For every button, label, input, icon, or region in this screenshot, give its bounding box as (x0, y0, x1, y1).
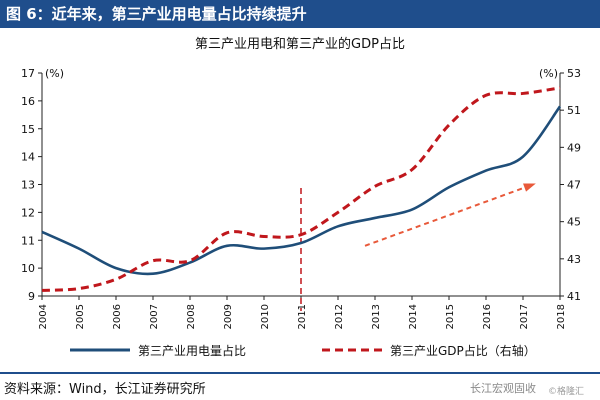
x-tick-label: 2016 (482, 304, 493, 329)
x-tick-label: 2014 (408, 304, 419, 329)
x-tick-label: 2005 (75, 304, 86, 329)
right-tick-label: 41 (567, 290, 581, 303)
chart-title: 第三产业用电和第三产业的GDP占比 (195, 36, 405, 52)
footer: 资料来源：Wind，长江证券研究所 长江宏观固收 ©格隆汇 (0, 372, 600, 400)
left-tick-label: 16 (21, 95, 35, 108)
legend-label-0: 第三产业用电量占比 (138, 343, 246, 358)
left-tick-label: 14 (21, 151, 35, 164)
x-tick-label: 2015 (445, 304, 456, 329)
watermark-sub: ©格隆汇 (548, 387, 585, 397)
right-tick-label: 43 (567, 253, 581, 266)
left-tick-label: 11 (21, 234, 35, 247)
series-line-1 (41, 86, 561, 292)
legend-label-1: 第三产业GDP占比（右轴） (390, 343, 536, 358)
left-tick-label: 15 (21, 123, 35, 136)
x-tick-label: 2018 (556, 304, 567, 329)
trend-arrow-head (523, 183, 536, 192)
legend: 第三产业用电量占比 第三产业GDP占比（右轴） (70, 343, 536, 358)
x-tick-label: 2007 (149, 304, 160, 329)
right-tick-label: 53 (567, 67, 581, 80)
right-tick-label: 49 (567, 141, 581, 154)
left-tick-label: 13 (21, 179, 35, 192)
x-tick-label: 2017 (519, 304, 530, 329)
axes: 9 10 11 12 13 14 15 16 17 41 43 45 47 49 51 53 2004 2005 2… (21, 67, 581, 329)
left-axis-unit: (%) (45, 67, 64, 80)
x-tick-label: 2010 (260, 304, 271, 329)
right-axis-unit: (%) (539, 67, 558, 80)
x-tick-label: 2013 (371, 304, 382, 329)
annotations (300, 183, 536, 311)
x-tick-label: 2009 (223, 304, 234, 329)
right-tick-label: 51 (567, 104, 581, 117)
right-tick-label: 47 (567, 179, 581, 192)
x-tick-label: 2008 (186, 304, 197, 329)
watermark: 长江宏观固收 (470, 382, 536, 395)
trend-arrow-line (364, 183, 534, 247)
series-line-0 (41, 105, 562, 276)
x-tick-label: 2012 (334, 304, 345, 329)
right-tick-label: 45 (567, 216, 581, 229)
left-tick-label: 12 (21, 206, 35, 219)
source-note: 资料来源：Wind，长江证券研究所 (4, 382, 206, 397)
figure-title: 图 6：近年来，第三产业用电量占比持续提升 (0, 0, 600, 28)
x-tick-label: 2011 (297, 304, 308, 329)
left-tick-label: 17 (21, 67, 35, 80)
left-tick-label: 9 (28, 290, 35, 303)
line-chart: 第三产业用电和第三产业的GDP占比 (%) (%) 9 10 11 12 13 14 15 1… (21, 36, 581, 358)
series-group (41, 86, 562, 292)
x-tick-label: 2006 (112, 304, 123, 329)
left-tick-label: 10 (21, 262, 35, 275)
x-tick-label: 2004 (38, 304, 49, 329)
